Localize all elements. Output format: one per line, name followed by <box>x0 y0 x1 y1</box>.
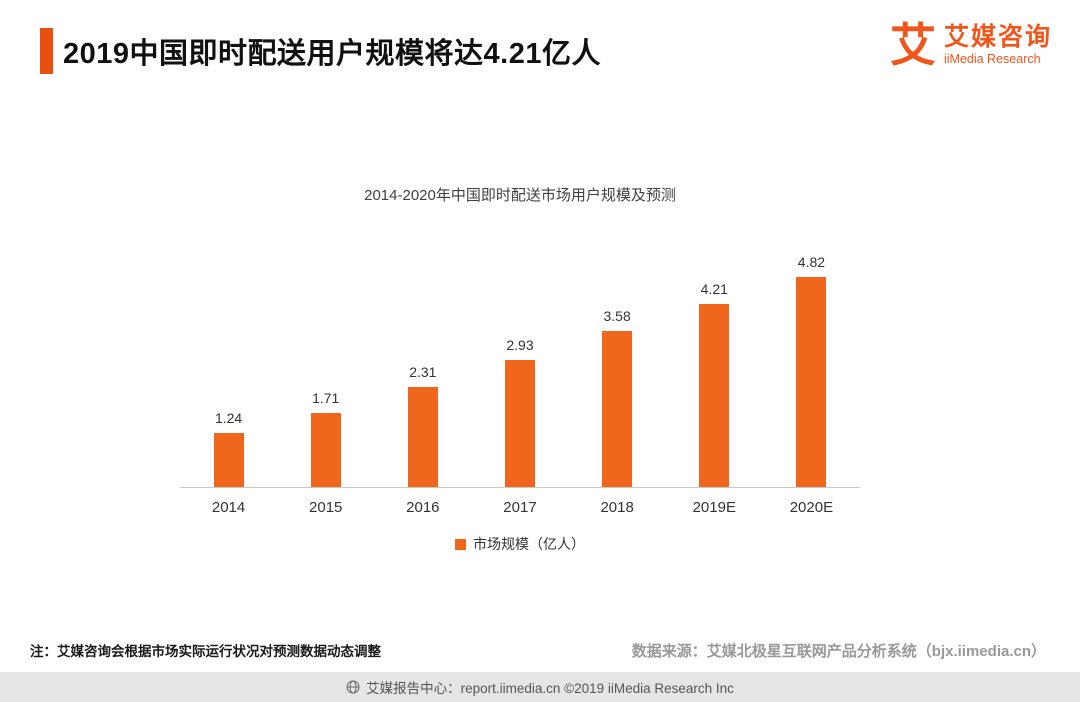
title-accent-bar <box>40 28 53 74</box>
bar-column: 1.71 <box>277 250 374 487</box>
bar <box>699 303 730 487</box>
bar-value-label: 2.93 <box>506 336 534 353</box>
brand-logo: 艾 艾媒咨询 iiMedia Research <box>890 22 1052 68</box>
data-source: 数据来源：艾媒北极星互联网产品分析系统（bjx.iimedia.cn） <box>631 643 1046 660</box>
legend-swatch <box>455 538 466 550</box>
bar-column: 4.21 <box>666 250 763 487</box>
bar-column: 1.24 <box>180 250 277 487</box>
bar <box>602 331 633 487</box>
x-axis-label: 2015 <box>309 499 343 516</box>
x-axis-label: 2019E <box>692 499 736 516</box>
globe-icon <box>346 680 360 694</box>
brand-name-en: iiMedia Research <box>943 52 1041 67</box>
x-axis-labels: 2014 2015 2016 2017 2018 2019E 2020E <box>180 488 860 516</box>
bar <box>504 359 535 487</box>
legend-label: 市场规模（亿人） <box>473 536 585 552</box>
brand-text: 艾媒咨询 iiMedia Research <box>944 23 1052 66</box>
chart-title: 2014-2020年中国即时配送市场用户规模及预测 <box>364 187 676 204</box>
bottom-bar-text: 艾媒报告中心：report.iimedia.cn ©2019 iiMedia R… <box>366 681 734 696</box>
x-axis-label: 2020E <box>789 499 834 516</box>
bar-column: 3.58 <box>569 250 666 487</box>
chart-legend: 市场规模（亿人） <box>180 534 860 554</box>
bar-value-label: 2.31 <box>409 363 437 380</box>
x-axis-label: 2018 <box>600 499 634 516</box>
bar-value-label: 1.24 <box>214 410 243 427</box>
bar-value-label: 4.82 <box>797 254 826 271</box>
footnote: 注：艾媒咨询会根据市场实际运行状况对预测数据动态调整 <box>30 644 381 659</box>
page-title: 2019中国即时配送用户规模将达4.21亿人 <box>63 38 601 70</box>
bar-column: 2.93 <box>471 250 568 487</box>
bar-chart: 1.24 1.71 2.31 2.93 3.58 4.21 4.82 2014 2015 201… <box>180 250 860 554</box>
bar <box>407 386 438 487</box>
x-axis-label: 2014 <box>211 499 246 516</box>
footnotes-row: 注：艾媒咨询会根据市场实际运行状况对预测数据动态调整 数据来源：艾媒北极星互联网… <box>30 640 1046 661</box>
bar-column: 2.31 <box>374 250 471 487</box>
bar-value-label: 3.58 <box>603 308 631 325</box>
bar-column: 4.82 <box>763 250 860 487</box>
bar <box>310 412 341 487</box>
bar-value-label: 1.71 <box>312 389 340 406</box>
bar-value-label: 4.21 <box>700 280 728 297</box>
bottom-bar: 艾媒报告中心：report.iimedia.cn ©2019 iiMedia R… <box>0 672 1080 702</box>
header: 2019中国即时配送用户规模将达4.21亿人 <box>40 28 601 74</box>
iimedia-logo-icon: 艾 <box>889 19 936 71</box>
bar <box>796 277 827 487</box>
x-axis-label: 2017 <box>503 499 537 516</box>
brand-name-cn: 艾媒咨询 <box>943 23 1052 52</box>
x-axis-label: 2016 <box>406 499 440 516</box>
bar-plot-area: 1.24 1.71 2.31 2.93 3.58 4.21 4.82 <box>180 250 860 488</box>
bar <box>213 433 244 487</box>
